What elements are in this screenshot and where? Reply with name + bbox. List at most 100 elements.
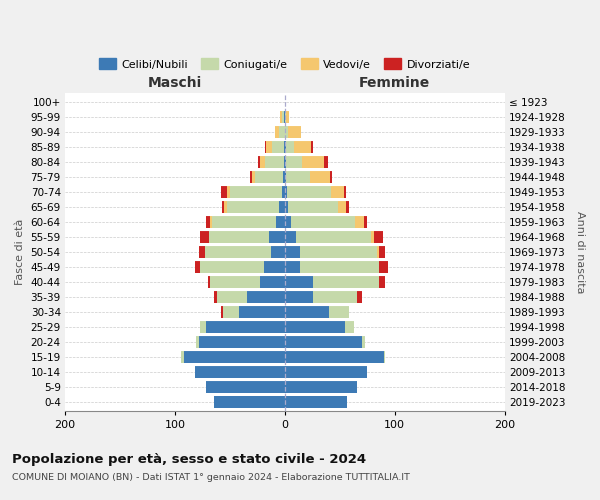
Bar: [374, 231, 383, 243]
Bar: [266, 141, 272, 154]
Bar: [239, 306, 285, 318]
Bar: [384, 351, 385, 363]
Bar: [286, 141, 293, 154]
Bar: [250, 171, 252, 183]
Bar: [313, 276, 379, 288]
Bar: [247, 291, 285, 303]
Bar: [285, 276, 313, 288]
Bar: [300, 246, 377, 258]
Bar: [338, 201, 346, 213]
Bar: [283, 171, 285, 183]
Bar: [208, 276, 210, 288]
Bar: [379, 246, 385, 258]
Bar: [293, 141, 311, 154]
Bar: [331, 186, 344, 198]
Bar: [206, 321, 285, 333]
Bar: [210, 216, 212, 228]
Bar: [276, 216, 285, 228]
Bar: [285, 381, 358, 393]
Bar: [284, 156, 285, 168]
Text: COMUNE DI MOIANO (BN) - Dati ISTAT 1° gennaio 2024 - Elaborazione TUTTITALIA.IT: COMUNE DI MOIANO (BN) - Dati ISTAT 1° ge…: [12, 472, 410, 482]
Bar: [214, 291, 217, 303]
Bar: [286, 171, 310, 183]
Bar: [325, 156, 328, 168]
Bar: [184, 351, 285, 363]
Bar: [346, 201, 349, 213]
Bar: [221, 186, 227, 198]
Bar: [280, 111, 281, 124]
Bar: [206, 381, 285, 393]
Bar: [379, 261, 388, 274]
Bar: [281, 186, 285, 198]
Bar: [330, 171, 332, 183]
Bar: [286, 111, 289, 124]
Bar: [223, 306, 239, 318]
Bar: [196, 336, 199, 348]
Bar: [285, 366, 367, 378]
Bar: [345, 321, 354, 333]
Bar: [329, 306, 349, 318]
Bar: [200, 231, 209, 243]
Bar: [285, 171, 286, 183]
Bar: [222, 201, 224, 213]
Bar: [265, 156, 284, 168]
Bar: [285, 231, 296, 243]
Bar: [281, 111, 284, 124]
Bar: [362, 336, 365, 348]
Bar: [285, 336, 362, 348]
Bar: [285, 291, 313, 303]
Bar: [230, 186, 281, 198]
Bar: [371, 231, 374, 243]
Bar: [285, 396, 347, 408]
Bar: [285, 261, 300, 274]
Bar: [355, 216, 364, 228]
Bar: [285, 321, 345, 333]
Bar: [284, 141, 285, 154]
Y-axis label: Fasce di età: Fasce di età: [15, 219, 25, 286]
Bar: [181, 351, 184, 363]
Bar: [205, 246, 271, 258]
Bar: [206, 216, 210, 228]
Text: Maschi: Maschi: [148, 76, 202, 90]
Bar: [265, 141, 266, 154]
Bar: [252, 171, 255, 183]
Bar: [285, 111, 286, 124]
Bar: [296, 231, 371, 243]
Bar: [224, 201, 227, 213]
Bar: [300, 261, 379, 274]
Bar: [280, 201, 285, 213]
Bar: [272, 141, 284, 154]
Bar: [285, 306, 329, 318]
Bar: [285, 201, 288, 213]
Bar: [310, 171, 330, 183]
Bar: [379, 276, 385, 288]
Bar: [302, 156, 325, 168]
Y-axis label: Anni di nascita: Anni di nascita: [575, 211, 585, 294]
Bar: [217, 291, 247, 303]
Bar: [284, 111, 285, 124]
Bar: [194, 261, 200, 274]
Bar: [227, 201, 280, 213]
Bar: [377, 246, 379, 258]
Bar: [209, 231, 269, 243]
Bar: [292, 216, 355, 228]
Bar: [200, 261, 264, 274]
Bar: [259, 156, 260, 168]
Legend: Celibi/Nubili, Coniugati/e, Vedovi/e, Divorziati/e: Celibi/Nubili, Coniugati/e, Vedovi/e, Di…: [95, 54, 475, 74]
Text: Femmine: Femmine: [359, 76, 430, 90]
Bar: [275, 126, 280, 138]
Bar: [285, 156, 286, 168]
Bar: [285, 351, 384, 363]
Bar: [194, 366, 285, 378]
Bar: [286, 156, 302, 168]
Bar: [264, 261, 285, 274]
Bar: [255, 171, 283, 183]
Text: Popolazione per età, sesso e stato civile - 2024: Popolazione per età, sesso e stato civil…: [12, 452, 366, 466]
Bar: [311, 141, 313, 154]
Bar: [285, 126, 288, 138]
Bar: [285, 246, 300, 258]
Bar: [288, 201, 338, 213]
Bar: [313, 291, 358, 303]
Bar: [285, 216, 292, 228]
Bar: [214, 396, 285, 408]
